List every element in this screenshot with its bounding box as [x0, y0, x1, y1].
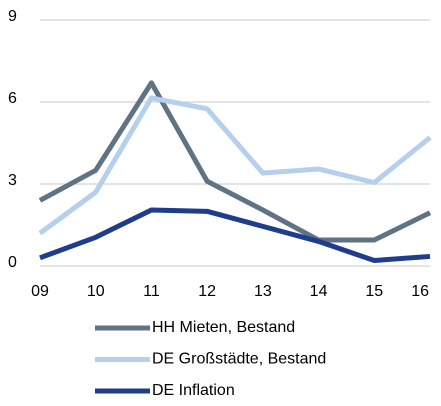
x-tick-label: 11 [143, 283, 160, 300]
y-tick-label: 6 [8, 90, 17, 107]
series-line [38, 95, 432, 236]
x-tick-label: 12 [198, 283, 216, 300]
series-line [39, 207, 431, 264]
x-tick-label: 09 [31, 283, 49, 300]
y-tick-label: 0 [8, 254, 17, 271]
legend-label: DE Inflation [152, 382, 235, 399]
x-tick-label: 10 [87, 283, 105, 300]
x-tick-label: 14 [310, 283, 328, 300]
series-line [38, 80, 432, 243]
x-tick-label: 13 [254, 283, 272, 300]
x-tick-label: 16 [411, 283, 429, 300]
legend-label: DE Großstädte, Bestand [152, 351, 326, 368]
y-tick-label: 3 [8, 172, 17, 189]
x-tick-label: 15 [365, 283, 383, 300]
legend-label: HH Mieten, Bestand [152, 319, 295, 336]
y-tick-label: 9 [8, 8, 17, 25]
